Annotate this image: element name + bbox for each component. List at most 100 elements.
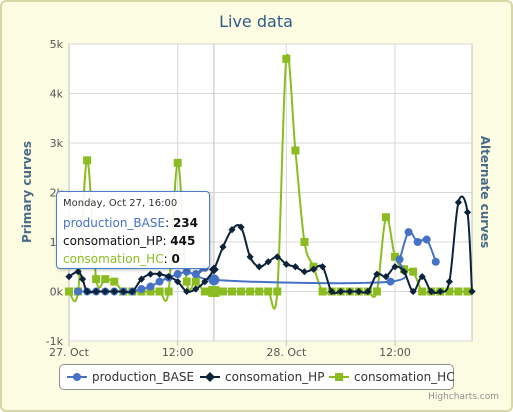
data-point[interactable] — [164, 287, 173, 296]
data-point[interactable] — [413, 238, 422, 246]
data-point[interactable] — [386, 277, 395, 286]
data-point[interactable] — [182, 277, 191, 286]
data-point[interactable] — [255, 263, 263, 271]
data-point[interactable] — [78, 275, 87, 283]
y-tick-label: -1k — [46, 335, 64, 348]
legend-item-consomation-hp[interactable]: consomation_HP — [199, 365, 324, 389]
data-point[interactable] — [409, 287, 417, 296]
data-point[interactable] — [65, 273, 73, 281]
data-point[interactable] — [200, 287, 209, 296]
data-point[interactable] — [246, 287, 255, 296]
data-point[interactable] — [92, 275, 101, 284]
data-point[interactable] — [418, 273, 426, 281]
data-point[interactable] — [228, 287, 237, 296]
data-point[interactable] — [155, 277, 164, 286]
data-point[interactable] — [463, 287, 472, 296]
data-point[interactable] — [381, 213, 390, 222]
data-point[interactable] — [346, 287, 354, 296]
data-point[interactable] — [228, 226, 236, 234]
data-point[interactable] — [300, 238, 309, 246]
data-point[interactable] — [372, 287, 381, 296]
data-point[interactable] — [137, 285, 146, 294]
data-point[interactable] — [318, 263, 327, 271]
data-point[interactable] — [183, 287, 191, 296]
data-point[interactable] — [101, 275, 110, 284]
data-point[interactable] — [364, 287, 372, 296]
data-point[interactable] — [454, 198, 463, 206]
data-point[interactable] — [404, 228, 413, 237]
credits-link[interactable]: Highcharts.com — [428, 392, 499, 402]
data-point[interactable] — [273, 287, 282, 296]
data-point[interactable] — [146, 270, 155, 278]
data-point[interactable] — [300, 268, 309, 276]
data-point[interactable] — [409, 267, 418, 276]
data-point[interactable] — [155, 270, 164, 278]
data-point[interactable] — [218, 287, 227, 296]
data-point[interactable] — [119, 287, 127, 296]
data-point[interactable] — [328, 287, 336, 296]
legend-item-consomation-hc[interactable]: consomation_HC — [328, 365, 455, 389]
data-point[interactable] — [246, 253, 254, 261]
data-point[interactable] — [391, 252, 400, 261]
data-point[interactable] — [83, 287, 91, 296]
data-point[interactable] — [174, 278, 182, 286]
data-point[interactable] — [74, 287, 83, 296]
data-point[interactable] — [173, 270, 182, 279]
data-point[interactable] — [273, 253, 281, 261]
data-point[interactable] — [395, 255, 404, 264]
data-point[interactable] — [191, 277, 200, 286]
data-point[interactable] — [427, 287, 435, 296]
data-point[interactable] — [74, 268, 82, 276]
data-point[interactable] — [173, 158, 182, 167]
data-point[interactable] — [208, 286, 220, 297]
data-point[interactable] — [255, 287, 264, 296]
data-point[interactable] — [445, 278, 453, 286]
data-point[interactable] — [309, 265, 318, 273]
data-point[interactable] — [137, 275, 146, 283]
data-point[interactable] — [208, 264, 219, 275]
data-point[interactable] — [468, 287, 476, 296]
data-point[interactable] — [291, 146, 300, 155]
data-point[interactable] — [110, 287, 118, 296]
data-point[interactable] — [182, 267, 191, 276]
series-layer — [65, 54, 476, 310]
data-point[interactable] — [165, 273, 173, 281]
data-point[interactable] — [264, 287, 273, 296]
data-point[interactable] — [422, 235, 431, 244]
data-point[interactable] — [146, 282, 155, 291]
data-point[interactable] — [208, 274, 220, 286]
data-point[interactable] — [391, 263, 399, 271]
legend-item-production-base[interactable]: production_BASE — [66, 365, 194, 389]
data-point[interactable] — [436, 287, 444, 296]
data-point[interactable] — [282, 260, 290, 268]
data-point[interactable] — [454, 287, 463, 296]
series-consomation-hp — [65, 195, 476, 296]
data-point[interactable] — [83, 156, 92, 165]
data-point[interactable] — [237, 287, 246, 296]
data-point[interactable] — [382, 273, 390, 281]
data-point[interactable] — [373, 270, 381, 278]
data-point[interactable] — [282, 54, 291, 63]
data-point[interactable] — [65, 287, 73, 296]
data-point[interactable] — [201, 278, 209, 286]
data-point[interactable] — [110, 277, 119, 286]
data-point[interactable] — [463, 208, 472, 216]
data-point[interactable] — [155, 287, 164, 296]
data-point[interactable] — [445, 287, 454, 296]
data-point[interactable] — [237, 223, 245, 231]
data-point[interactable] — [191, 270, 200, 279]
data-point[interactable] — [418, 287, 427, 296]
data-point[interactable] — [192, 285, 200, 293]
data-point[interactable] — [431, 257, 440, 266]
data-point[interactable] — [318, 287, 327, 296]
data-point[interactable] — [219, 243, 227, 251]
data-point[interactable] — [400, 268, 408, 276]
data-point[interactable] — [337, 287, 345, 296]
data-point[interactable] — [92, 287, 100, 296]
data-point[interactable] — [101, 287, 109, 296]
data-point[interactable] — [355, 287, 363, 296]
data-point[interactable] — [264, 258, 272, 266]
data-point[interactable] — [146, 287, 155, 296]
data-point[interactable] — [128, 287, 136, 296]
data-point[interactable] — [291, 263, 300, 271]
